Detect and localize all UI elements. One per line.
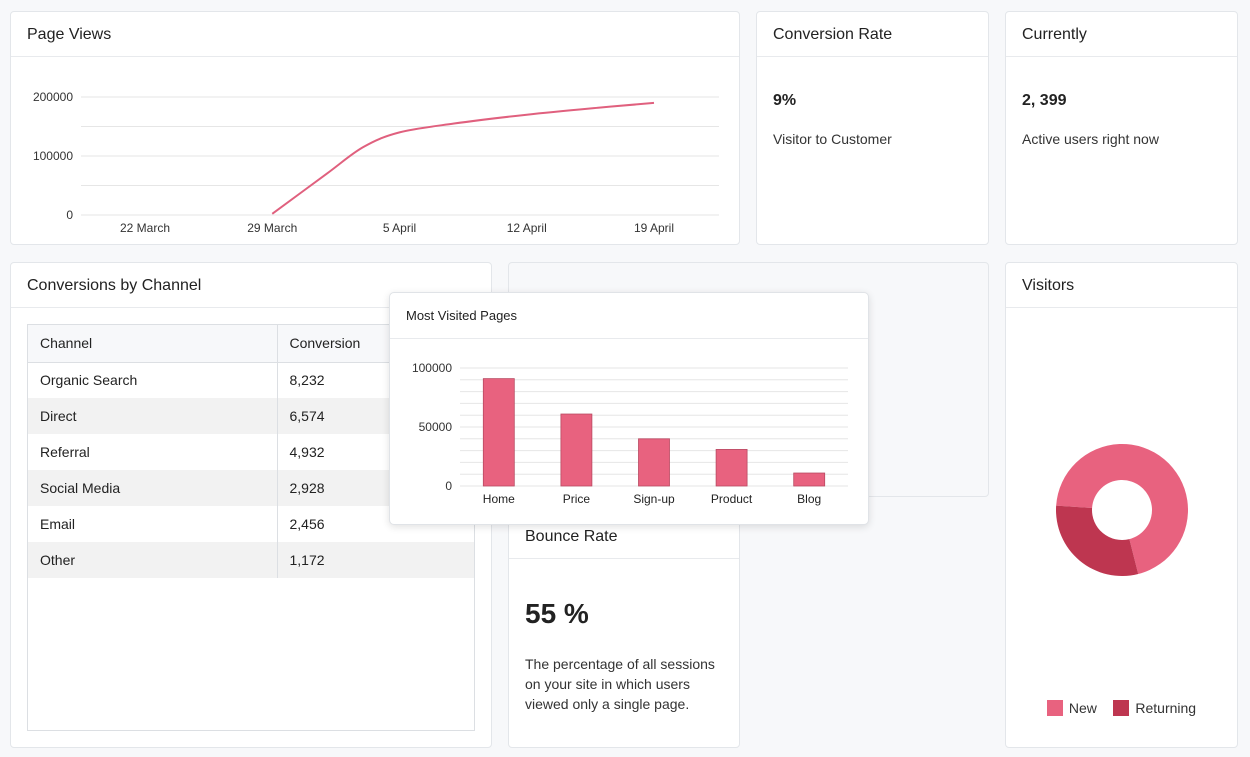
- x-tick-label: 5 April: [383, 221, 416, 235]
- y-tick-label: 100000: [33, 149, 73, 163]
- most-visited-pages-card[interactable]: Most Visited Pages 100000 50000 0 Home Price…: [389, 292, 869, 525]
- legend-item-returning[interactable]: Returning: [1113, 700, 1196, 716]
- bounce-rate-value: 55 %: [525, 598, 589, 629]
- legend-item-new[interactable]: New: [1046, 700, 1097, 716]
- x-tick-label: 19 April: [634, 221, 674, 235]
- channel-cell: Direct: [28, 398, 278, 434]
- channel-table-wrapper: Channel Conversion Organic Search 8,232 …: [27, 324, 475, 731]
- y-tick-label: 200000: [33, 90, 73, 104]
- x-tick-label: Product: [711, 492, 753, 506]
- bar: [482, 378, 515, 487]
- conversion-rate-card: Conversion Rate 9% Visitor to Customer: [756, 11, 989, 245]
- visitors-card: Visitors New Returning: [1005, 262, 1238, 748]
- conversion-cell: 2,456: [289, 516, 325, 532]
- visitors-legend: New Returning: [1006, 700, 1237, 721]
- currently-card: Currently 2, 399 Active users right now: [1005, 11, 1238, 245]
- conversion-cell: 8,232: [289, 372, 325, 389]
- active-users-subtitle: Active users right now: [1022, 131, 1159, 147]
- bar: [560, 413, 593, 487]
- table-row: Email 2,456: [28, 506, 474, 542]
- bar: [638, 438, 670, 487]
- bounce-rate-card: Bounce Rate 55 % The percentage of all s…: [508, 513, 740, 748]
- conversion-cell: 4,932: [289, 444, 325, 460]
- conversions-by-channel-card: Conversions by Channel Channel Conversio…: [10, 262, 492, 748]
- most-visited-pages-title: Most Visited Pages: [390, 293, 868, 339]
- channel-cell: Email: [28, 506, 278, 542]
- page-views-card: Page Views 200000 100000 0 22 March 29 March…: [10, 11, 740, 245]
- donut-slice-returning: [1056, 505, 1139, 576]
- conversion-rate-subtitle: Visitor to Customer: [773, 131, 892, 147]
- table-row: Other 1,172: [28, 542, 474, 578]
- conversions-by-channel-title: Conversions by Channel: [11, 263, 491, 308]
- channel-cell: Referral: [28, 434, 278, 470]
- donut-slice-new: [1056, 444, 1188, 574]
- channel-table: Channel Conversion Organic Search 8,232 …: [28, 325, 474, 578]
- conversion-rate-title: Conversion Rate: [757, 12, 988, 57]
- visitors-donut-chart: [1056, 444, 1188, 576]
- conversion-rate-value: 9%: [773, 92, 797, 109]
- page-views-title: Page Views: [11, 12, 739, 57]
- active-users-value: 2, 399: [1022, 92, 1067, 109]
- y-tick-label: 50000: [419, 420, 453, 434]
- legend-swatch-returning: [1113, 700, 1130, 716]
- x-tick-label: Blog: [797, 492, 821, 506]
- bar: [715, 449, 748, 487]
- conversion-cell: 1,172: [289, 552, 325, 568]
- bounce-rate-title: Bounce Rate: [509, 514, 739, 559]
- x-tick-label: 22 March: [120, 221, 170, 235]
- y-tick-label: 0: [66, 208, 73, 222]
- x-tick-label: 12 April: [507, 221, 547, 235]
- bounce-rate-description: The percentage of all sessions on your s…: [525, 656, 715, 712]
- x-tick-label: 29 March: [247, 221, 297, 235]
- bar: [793, 472, 826, 487]
- most-visited-pages-chart: 100000 50000 0 Home Price Sign-up Product Blog: [412, 361, 848, 506]
- column-header-channel: Channel: [28, 325, 278, 362]
- page-views-series-line: [271, 101, 655, 215]
- conversion-cell: 6,574: [289, 408, 325, 424]
- legend-label-returning: Returning: [1135, 700, 1197, 716]
- page-views-chart: 200000 100000 0 22 March 29 March 5 April 12 A…: [33, 90, 719, 235]
- y-tick-label: 100000: [412, 361, 452, 375]
- channel-cell: Social Media: [28, 470, 278, 506]
- table-row: Referral 4,932: [28, 434, 474, 470]
- column-header-conversion: Conversion: [289, 335, 361, 352]
- legend-label-new: New: [1068, 700, 1097, 716]
- y-tick-label: 0: [445, 479, 452, 493]
- currently-title: Currently: [1006, 12, 1237, 57]
- x-tick-label: Home: [483, 492, 515, 506]
- conversion-cell: 2,928: [289, 480, 325, 496]
- channel-cell: Other: [28, 542, 278, 578]
- x-tick-label: Price: [563, 492, 591, 506]
- table-row: Organic Search 8,232: [28, 362, 474, 398]
- x-tick-label: Sign-up: [633, 492, 675, 506]
- channel-cell: Organic Search: [28, 362, 278, 398]
- visitors-title: Visitors: [1006, 263, 1237, 308]
- legend-swatch-new: [1046, 700, 1063, 716]
